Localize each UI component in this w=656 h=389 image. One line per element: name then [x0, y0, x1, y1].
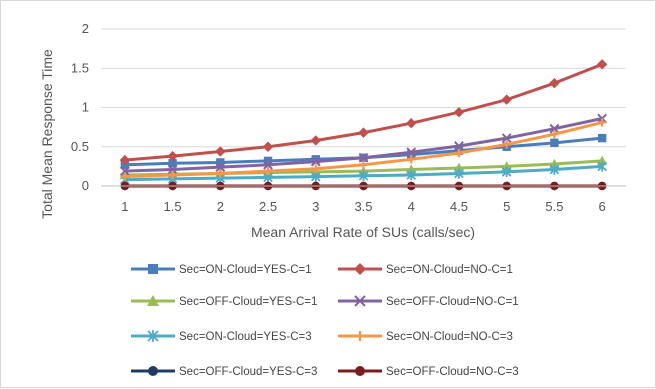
x-tick-label: 4 [408, 199, 415, 214]
data-point [148, 264, 158, 274]
data-point [310, 135, 321, 146]
data-point [354, 295, 366, 307]
data-point [358, 152, 369, 163]
data-point [549, 164, 560, 175]
data-point [168, 170, 177, 180]
y-tick-label: 0 [82, 178, 89, 193]
data-point [454, 148, 464, 158]
data-point [262, 141, 274, 152]
data-point [454, 141, 464, 151]
legend-item: Sec=OFF-Cloud=NO-C=3 [338, 366, 519, 378]
legend-item: Sec=ON-Cloud=YES-C=3 [131, 330, 312, 343]
data-point [406, 147, 417, 158]
x-tick-label: 6 [599, 199, 606, 214]
legend-label: Sec=ON-Cloud=YES-C=3 [179, 331, 312, 343]
series-4 [119, 113, 608, 176]
data-point [216, 169, 225, 178]
legend-item: Sec=ON-Cloud=YES-C=1 [131, 264, 312, 276]
data-point [407, 155, 416, 164]
data-point [359, 160, 368, 170]
data-point [358, 170, 369, 181]
data-point [355, 331, 365, 341]
data-point [167, 164, 178, 175]
x-axis-title: Mean Arrival Rate of SUs (calls/sec) [251, 224, 475, 240]
legend: Sec=ON-Cloud=YES-C=1 Sec=ON-Cloud=NO-C=1 S… [131, 263, 519, 378]
data-point [310, 171, 321, 182]
x-tick-label: 1.5 [164, 199, 182, 214]
data-point [597, 133, 607, 143]
legend-label: Sec=ON-Cloud=YES-C=1 [179, 264, 312, 276]
data-point [550, 129, 559, 139]
data-point [119, 154, 131, 166]
data-point [215, 162, 226, 173]
x-tick-label: 4.5 [450, 199, 468, 214]
data-point [148, 366, 158, 376]
data-point [501, 133, 512, 144]
data-point [216, 158, 225, 167]
x-tick-label: 5.5 [545, 199, 563, 214]
legend-item: Sec=OFF-Cloud=NO-C=1 [338, 295, 519, 308]
legend-label: Sec=OFF-Cloud=YES-C=1 [179, 296, 317, 308]
data-point [549, 123, 560, 134]
legend-item: Sec=OFF-Cloud=YES-C=1 [131, 295, 317, 308]
series-lines [119, 59, 608, 191]
data-point [597, 118, 607, 127]
data-point [263, 156, 273, 166]
x-tick-label: 2 [217, 199, 224, 214]
data-point [311, 164, 320, 173]
data-point [501, 94, 512, 105]
x-tick-label: 3.5 [354, 199, 372, 214]
legend-item: Sec=OFF-Cloud=YES-C=3 [131, 366, 317, 378]
data-point [453, 107, 465, 118]
data-point [310, 156, 321, 167]
legend-label: Sec=OFF-Cloud=YES-C=3 [179, 366, 317, 378]
data-point [147, 330, 159, 342]
data-point [406, 118, 417, 129]
x-tick-label: 5 [503, 199, 510, 214]
x-tick-label: 1 [121, 199, 128, 214]
legend-item: Sec=ON-Cloud=NO-C=1 [338, 263, 513, 276]
data-point [263, 166, 273, 176]
y-axis-title: Total Mean Response Time [39, 49, 55, 219]
data-point [354, 263, 366, 275]
data-point [597, 161, 607, 172]
y-tick-label: 1 [82, 100, 89, 115]
data-point [119, 166, 130, 176]
data-point [355, 366, 365, 376]
data-point [358, 127, 369, 138]
y-tick-label: 2 [82, 21, 89, 36]
data-point [168, 159, 177, 168]
data-point [454, 168, 464, 179]
data-point [596, 59, 608, 70]
x-tick-label: 2.5 [259, 199, 277, 214]
data-point [215, 146, 226, 157]
data-point [549, 77, 560, 89]
series-6 [120, 118, 607, 181]
data-point [120, 172, 130, 181]
legend-label: Sec=ON-Cloud=NO-C=3 [386, 331, 513, 343]
data-point [406, 169, 417, 181]
data-point [502, 140, 511, 149]
data-point [311, 155, 320, 164]
y-tick-label: 0.5 [71, 139, 89, 154]
data-point [550, 138, 559, 148]
data-point [167, 150, 178, 162]
series-2 [119, 59, 608, 166]
x-tick-label: 3 [312, 199, 319, 214]
legend-label: Sec=OFF-Cloud=NO-C=1 [386, 296, 519, 308]
data-point [147, 295, 159, 306]
axes: Mean Arrival Rate of SUs (calls/sec) Tot… [39, 21, 626, 240]
legend-label: Sec=ON-Cloud=NO-C=1 [386, 264, 513, 276]
legend-label: Sec=OFF-Cloud=NO-C=3 [386, 366, 519, 378]
y-tick-label: 1.5 [71, 60, 89, 75]
data-point [263, 159, 273, 170]
legend-item: Sec=ON-Cloud=NO-C=3 [338, 331, 513, 343]
data-point [407, 150, 416, 159]
data-point [501, 166, 512, 178]
